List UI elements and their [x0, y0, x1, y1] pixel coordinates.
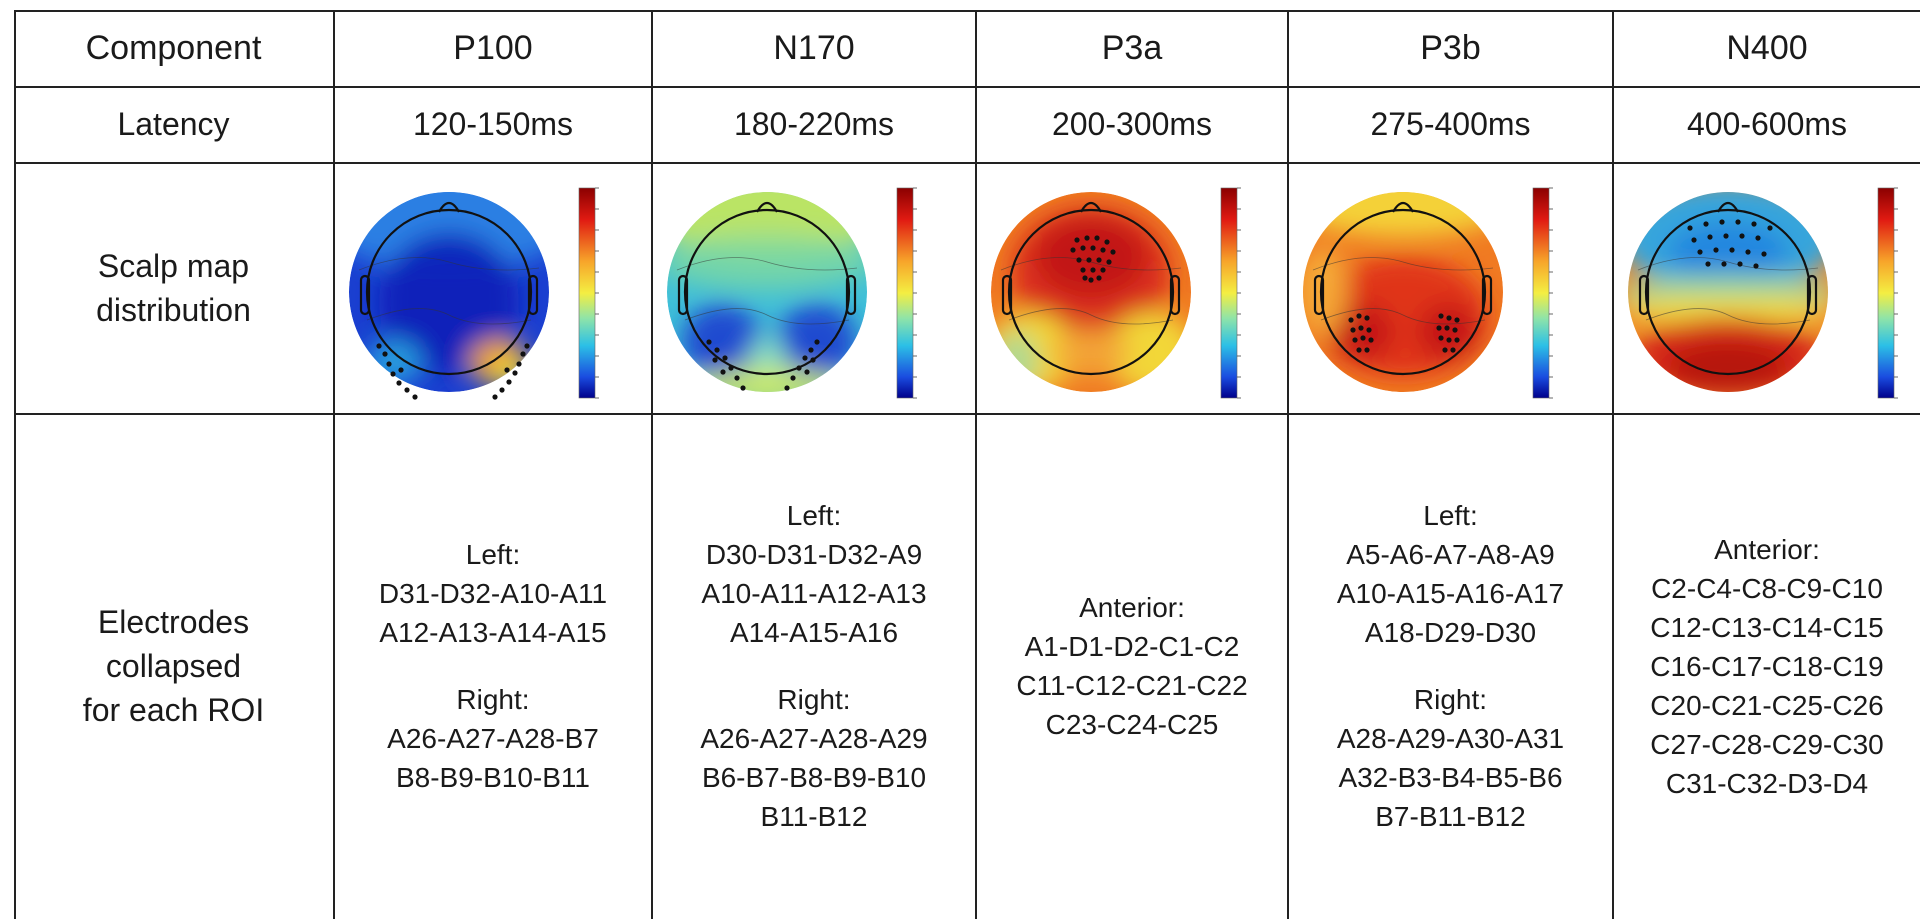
electrode-line: A14-A15-A16 [729, 617, 899, 648]
scalp-map [991, 187, 1241, 399]
electrode-line: C27-C28-C29-C30 [1650, 728, 1884, 760]
row-label-component-text: Component [85, 28, 262, 67]
component-header: P3a [1101, 28, 1163, 67]
roi-title: Right: [456, 684, 530, 715]
electrode-line: D31-D32-A10-A11 [378, 578, 608, 609]
electrode-line: A18-D29-D30 [1364, 617, 1537, 648]
electrode-line: B8-B9-B10-B11 [395, 762, 590, 793]
electrode-line: A26-A27-A28-B7 [387, 723, 599, 754]
column-divider [1287, 10, 1289, 919]
roi-title: Right: [777, 684, 851, 715]
table-frame [14, 10, 1920, 919]
row-label-latency: Latency [14, 86, 333, 162]
electrode-line: C11-C12-C21-C22 [1016, 670, 1248, 701]
latency-value: 200-300ms [1051, 105, 1213, 142]
electrode-list: Left: A5-A6-A7-A8-A9 A10-A15-A16-A17 A18-D2… [1289, 413, 1612, 919]
electrode-line: D30-D31-D32-A9 [705, 539, 923, 570]
scalp-map [1303, 187, 1553, 399]
roi-title: Left: [786, 500, 842, 531]
electrode-list: Left: D31-D32-A10-A11 A12-A13-A14-A15 Right… [335, 413, 651, 919]
roi-title: Left: [1423, 500, 1478, 531]
electrode-list: Anterior: A1-D1-D2-C1-C2 C11-C12-C21-C22 C2… [977, 413, 1287, 919]
electrode-line: C16-C17-C18-C19 [1650, 650, 1884, 682]
latency-value: 180-220ms [733, 105, 895, 142]
row-label-component: Component [14, 10, 333, 86]
electrode-line: C20-C21-C25-C26 [1650, 689, 1884, 721]
electrode-list: Anterior: C2-C4-C8-C9-C10 C12-C13-C14-C15 C… [1614, 413, 1920, 919]
row-divider [14, 86, 1920, 88]
latency-value: 120-150ms [412, 105, 574, 142]
row-label-latency-text: Latency [117, 105, 230, 142]
latency-value: 275-400ms [1370, 105, 1531, 142]
electrode-line: A5-A6-A7-A8-A9 [1346, 539, 1555, 570]
row-divider [14, 162, 1920, 164]
roi-title: Anterior: [1714, 533, 1820, 565]
row-label-electrodes-line2: collapsed [105, 648, 242, 684]
roi-title: Anterior: [1079, 592, 1185, 623]
row-label-electrodes-line3: for each ROI [82, 692, 265, 728]
component-header: P3b [1420, 28, 1481, 67]
component-header: N400 [1726, 28, 1808, 67]
electrode-line: B7-B11-B12 [1375, 801, 1526, 832]
electrode-line: C23-C24-C25 [1045, 709, 1219, 740]
column-divider [333, 10, 335, 919]
electrode-line: B11-B12 [760, 801, 868, 832]
column-divider [651, 10, 653, 919]
row-label-scalp-line2: distribution [96, 291, 251, 328]
electrode-line: A26-A27-A28-A29 [700, 723, 928, 754]
roi-title: Left: [465, 539, 521, 570]
electrode-line: B6-B7-B8-B9-B10 [701, 762, 927, 793]
roi-title: Right: [1413, 684, 1488, 715]
electrode-line: A10-A11-A12-A13 [701, 578, 927, 609]
scalp-map [667, 187, 917, 399]
row-label-electrodes-line1: Electrodes [97, 604, 250, 640]
row-label-scalp: Scalp map distribution [14, 162, 333, 413]
scalp-map [349, 187, 599, 400]
component-header: P100 [453, 28, 533, 67]
electrode-line: A32-B3-B4-B5-B6 [1338, 762, 1563, 793]
electrode-line: C31-C32-D3-D4 [1665, 767, 1869, 799]
electrode-line: A12-A13-A14-A15 [379, 617, 607, 648]
row-divider [14, 413, 1920, 415]
component-header: N170 [773, 28, 855, 67]
row-label-electrodes: Electrodes collapsed for each ROI [14, 413, 333, 919]
column-divider [975, 10, 977, 919]
electrode-list: Left: D30-D31-D32-A9 A10-A11-A12-A13 A14-A1… [653, 413, 975, 919]
column-divider [1612, 10, 1614, 919]
electrode-line: A1-D1-D2-C1-C2 [1024, 631, 1240, 662]
electrode-line: C2-C4-C8-C9-C10 [1651, 572, 1883, 604]
latency-value: 400-600ms [1686, 105, 1848, 142]
electrode-line: A28-A29-A30-A31 [1336, 723, 1565, 754]
row-label-scalp-line1: Scalp map [97, 247, 250, 284]
electrode-line: C12-C13-C14-C15 [1650, 611, 1884, 643]
scalp-map [1628, 187, 1898, 399]
electrode-line: A10-A15-A16-A17 [1336, 578, 1565, 609]
